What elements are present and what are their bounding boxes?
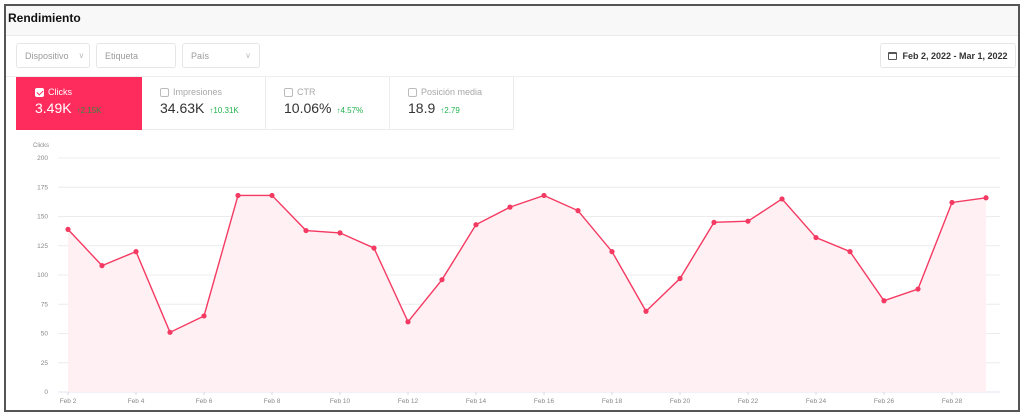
x-tick-label: Feb 16	[534, 398, 555, 405]
date-range-label: Feb 2, 2022 - Mar 1, 2022	[902, 50, 1008, 61]
panel-header: Rendimiento	[6, 6, 1018, 36]
metric-value: 10.06%	[284, 100, 332, 116]
data-point[interactable]	[813, 234, 819, 241]
x-tick-label: Feb 2	[60, 398, 77, 405]
data-point[interactable]	[99, 263, 105, 269]
data-point[interactable]	[507, 204, 513, 210]
data-point[interactable]	[473, 222, 479, 228]
tag-filter-placeholder: Etiqueta	[105, 50, 139, 61]
calendar-icon	[888, 51, 898, 60]
data-point[interactable]	[371, 245, 377, 251]
data-point[interactable]	[779, 196, 785, 202]
country-filter-label: País	[191, 50, 210, 61]
x-tick-label: Feb 28	[942, 398, 963, 405]
data-point[interactable]	[269, 192, 275, 199]
x-tick-label: Feb 4	[128, 398, 145, 405]
metric-delta: ↑2.15K	[76, 106, 102, 115]
clicks-line	[67, 194, 987, 334]
x-tick-label: Feb 6	[196, 398, 213, 405]
device-filter-dropdown[interactable]: Dispositivo ∨	[16, 43, 90, 68]
checkbox-icon[interactable]	[160, 87, 169, 97]
data-point[interactable]	[677, 275, 683, 282]
metric-value: 34.63K	[160, 100, 205, 116]
device-filter-label: Dispositivo	[25, 50, 69, 61]
checkbox-icon[interactable]	[408, 87, 417, 97]
data-point[interactable]	[337, 230, 343, 236]
metric-delta: ↑2.79	[440, 106, 460, 115]
y-tick-label: 25	[41, 360, 49, 367]
y-tick-label: 50	[41, 331, 49, 338]
data-point[interactable]	[915, 286, 921, 292]
x-tick-label: Feb 20	[670, 398, 691, 405]
metric-value: 3.49K	[35, 100, 72, 116]
date-range-picker[interactable]: Feb 2, 2022 - Mar 1, 2022	[880, 43, 1016, 68]
data-point[interactable]	[405, 319, 411, 325]
checkbox-checked-icon[interactable]	[35, 87, 44, 97]
y-tick-label: 0	[44, 389, 48, 396]
area-fill	[68, 195, 986, 392]
panel-title: Rendimiento	[8, 11, 81, 25]
x-tick-label: Feb 26	[874, 398, 895, 405]
y-tick-label: 100	[37, 272, 48, 279]
data-point[interactable]	[983, 195, 989, 201]
chevron-down-icon: ∨	[245, 51, 251, 60]
data-point[interactable]	[167, 329, 173, 335]
y-tick-label: 125	[37, 243, 48, 250]
y-tick-label: 175	[37, 184, 48, 191]
y-axis-title: Clicks	[33, 143, 49, 149]
x-tick-label: Feb 22	[738, 398, 759, 405]
x-tick-label: Feb 8	[264, 398, 281, 405]
metric-tab-impressions[interactable]: Impresiones 34.63K ↑10.31K	[142, 77, 266, 130]
chevron-down-icon: ∨	[78, 51, 85, 60]
x-tick-label: Feb 12	[398, 398, 419, 405]
metric-label: Posición media	[421, 87, 483, 97]
metric-value: 18.9	[408, 100, 436, 116]
y-tick-label: 150	[37, 214, 48, 221]
performance-panel: Rendimiento Dispositivo ∨ Etiqueta País …	[4, 4, 1020, 412]
y-tick-label: 200	[37, 155, 48, 162]
data-point[interactable]	[133, 249, 139, 255]
metric-tabs: Clicks 3.49K ↑2.15K Impresiones 34.63K ↑…	[16, 77, 514, 130]
data-point[interactable]	[303, 227, 309, 234]
data-point[interactable]	[575, 208, 581, 214]
x-tick-label: Feb 18	[602, 398, 623, 405]
data-point[interactable]	[541, 192, 547, 199]
data-point[interactable]	[201, 313, 207, 319]
line-chart: Clicks 0 25 50 75 100 125 150 175 200 Feb 2 Feb 4 Fe…	[33, 143, 1000, 405]
data-point[interactable]	[65, 226, 71, 232]
divider	[6, 76, 1018, 77]
x-tick-label: Feb 10	[330, 398, 351, 405]
data-point[interactable]	[643, 308, 649, 314]
metric-label: Clicks	[48, 87, 72, 97]
y-tick-label: 75	[41, 301, 49, 308]
data-point[interactable]	[949, 199, 955, 206]
data-point[interactable]	[711, 219, 717, 225]
filter-bar: Dispositivo ∨ Etiqueta País ∨	[16, 43, 260, 69]
metric-delta: ↑10.31K	[209, 106, 239, 115]
data-point[interactable]	[439, 277, 445, 283]
clicks-chart: Clicks 0 25 50 75 100 125 150 175 200 Feb 2 Feb 4 Fe…	[6, 136, 1018, 410]
data-point[interactable]	[609, 249, 615, 255]
data-point[interactable]	[235, 192, 241, 199]
data-point[interactable]	[847, 249, 853, 255]
x-tick-label: Feb 14	[466, 398, 487, 405]
metric-tab-avg-position[interactable]: Posición media 18.9 ↑2.79	[390, 77, 514, 130]
tag-filter-input[interactable]: Etiqueta	[96, 43, 176, 68]
metric-label: Impresiones	[173, 87, 223, 97]
checkbox-icon[interactable]	[284, 87, 293, 97]
metric-tab-clicks[interactable]: Clicks 3.49K ↑2.15K	[16, 77, 142, 130]
data-point[interactable]	[881, 298, 887, 304]
data-point[interactable]	[745, 218, 751, 224]
metric-tab-ctr[interactable]: CTR 10.06% ↑4.57%	[266, 77, 390, 130]
x-tick-label: Feb 24	[806, 398, 827, 405]
metric-delta: ↑4.57%	[336, 106, 364, 115]
metric-label: CTR	[297, 87, 316, 97]
country-filter-dropdown[interactable]: País ∨	[182, 43, 260, 68]
